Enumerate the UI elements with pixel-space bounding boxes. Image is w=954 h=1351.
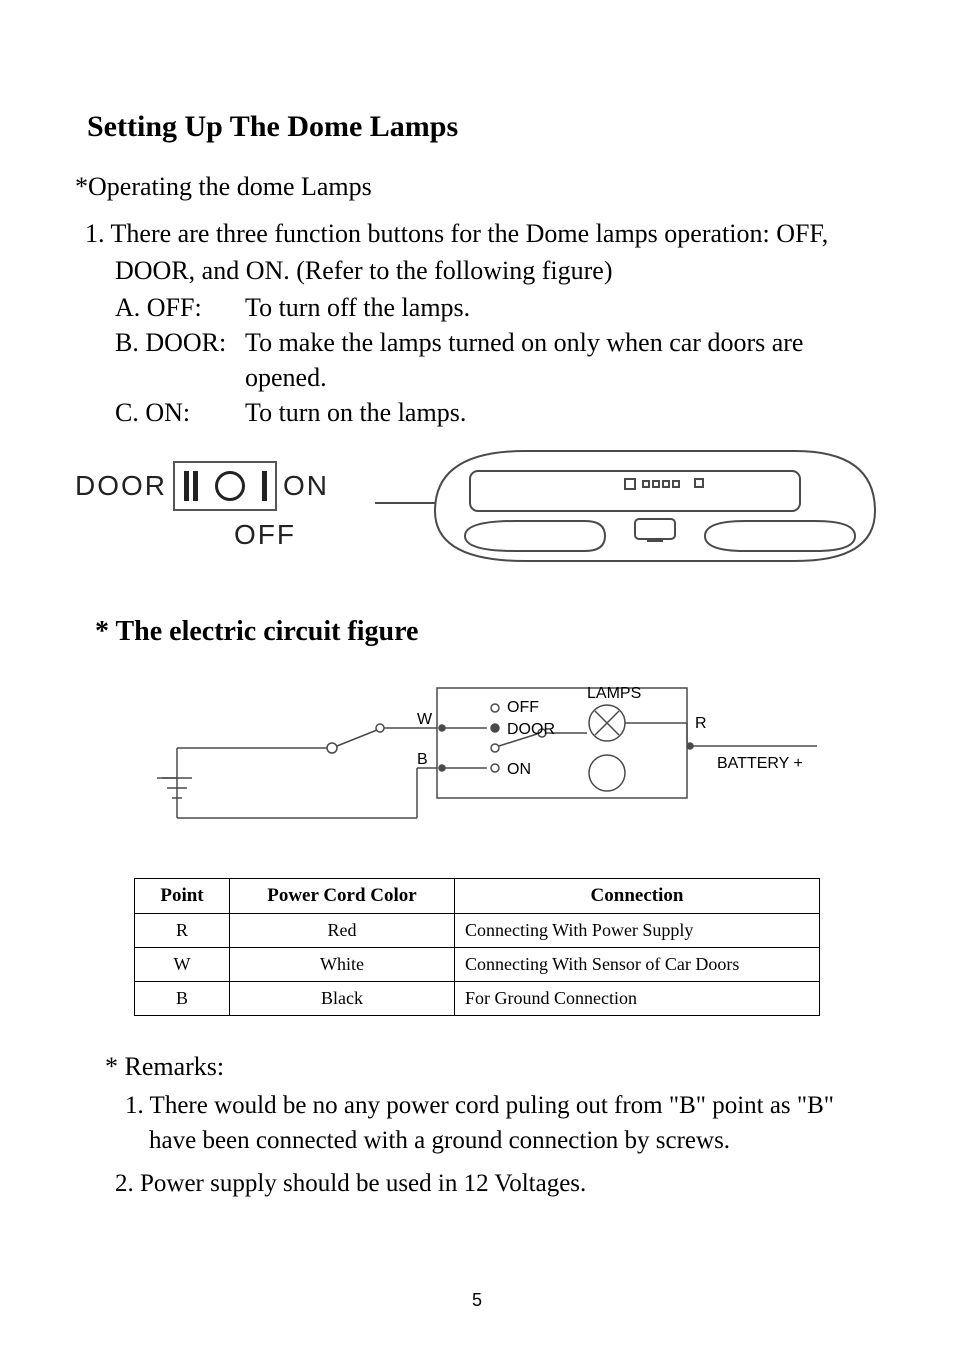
th-conn: Connection: [455, 878, 820, 913]
table-row: R Red Connecting With Power Supply: [135, 913, 820, 947]
cell-color: Red: [230, 913, 455, 947]
cell-conn: For Ground Connection: [455, 981, 820, 1015]
th-point: Point: [135, 878, 230, 913]
operating-heading: *Operating the dome Lamps: [75, 172, 879, 202]
cell-conn: Connecting With Power Supply: [455, 913, 820, 947]
table-header-row: Point Power Cord Color Connection: [135, 878, 820, 913]
circuit-figure: OFF DOOR ON W B R LAMPS BATTERY +: [75, 668, 879, 848]
circuit-lamps-label: LAMPS: [587, 685, 641, 702]
cell-point: R: [135, 913, 230, 947]
switch-on-label: ON: [283, 470, 329, 502]
remark-1: 1. There would be no any power cord puli…: [125, 1088, 879, 1158]
cell-color: Black: [230, 981, 455, 1015]
table-row: W White Connecting With Sensor of Car Do…: [135, 947, 820, 981]
switch-off-label: OFF: [165, 519, 365, 551]
page-title: Setting Up The Dome Lamps: [87, 110, 879, 144]
remarks-heading: * Remarks:: [105, 1052, 879, 1082]
def-c-label: C. ON:: [115, 395, 245, 430]
intro-line-2: DOOR, and ON. (Refer to the following fi…: [115, 253, 879, 288]
cell-color: White: [230, 947, 455, 981]
switch-door-label: DOOR: [75, 470, 167, 502]
switch-diagram: DOOR ON OFF: [75, 461, 365, 551]
page-number: 5: [0, 1290, 954, 1311]
remark-2: 2. Power supply should be used in 12 Vol…: [115, 1170, 879, 1198]
switch-circle-icon: [215, 471, 245, 501]
cell-point: B: [135, 981, 230, 1015]
circuit-on-label: ON: [507, 761, 531, 778]
cord-table: Point Power Cord Color Connection R Red …: [134, 878, 820, 1016]
circuit-b-label: B: [417, 751, 428, 768]
dome-lamp-figure: [375, 441, 885, 586]
function-definitions: A. OFF: To turn off the lamps. B. DOOR: …: [115, 290, 879, 430]
def-b-text: To make the lamps turned on only when ca…: [245, 325, 879, 395]
circuit-off-label: OFF: [507, 699, 539, 716]
circuit-battery-label: BATTERY +: [717, 755, 803, 772]
page: Setting Up The Dome Lamps *Operating the…: [0, 0, 954, 1351]
cell-point: W: [135, 947, 230, 981]
circuit-door-label: DOOR: [507, 721, 555, 738]
switch-figure-row: DOOR ON OFF: [75, 461, 879, 586]
def-c-text: To turn on the lamps.: [245, 395, 879, 430]
switch-icon: [173, 461, 277, 511]
circuit-title: * The electric circuit figure: [95, 616, 879, 648]
switch-bar-right-icon: [262, 471, 267, 501]
circuit-w-label: W: [417, 711, 433, 728]
circuit-r-label: R: [695, 715, 707, 732]
switch-top-row: DOOR ON: [75, 461, 365, 511]
switch-bars-left-icon: [184, 471, 198, 501]
cell-conn: Connecting With Sensor of Car Doors: [455, 947, 820, 981]
def-a-label: A. OFF:: [115, 290, 245, 325]
table-row: B Black For Ground Connection: [135, 981, 820, 1015]
def-a-text: To turn off the lamps.: [245, 290, 879, 325]
intro-line-1: 1. There are three function buttons for …: [85, 216, 879, 251]
def-b-label: B. DOOR:: [115, 325, 245, 395]
th-color: Power Cord Color: [230, 878, 455, 913]
